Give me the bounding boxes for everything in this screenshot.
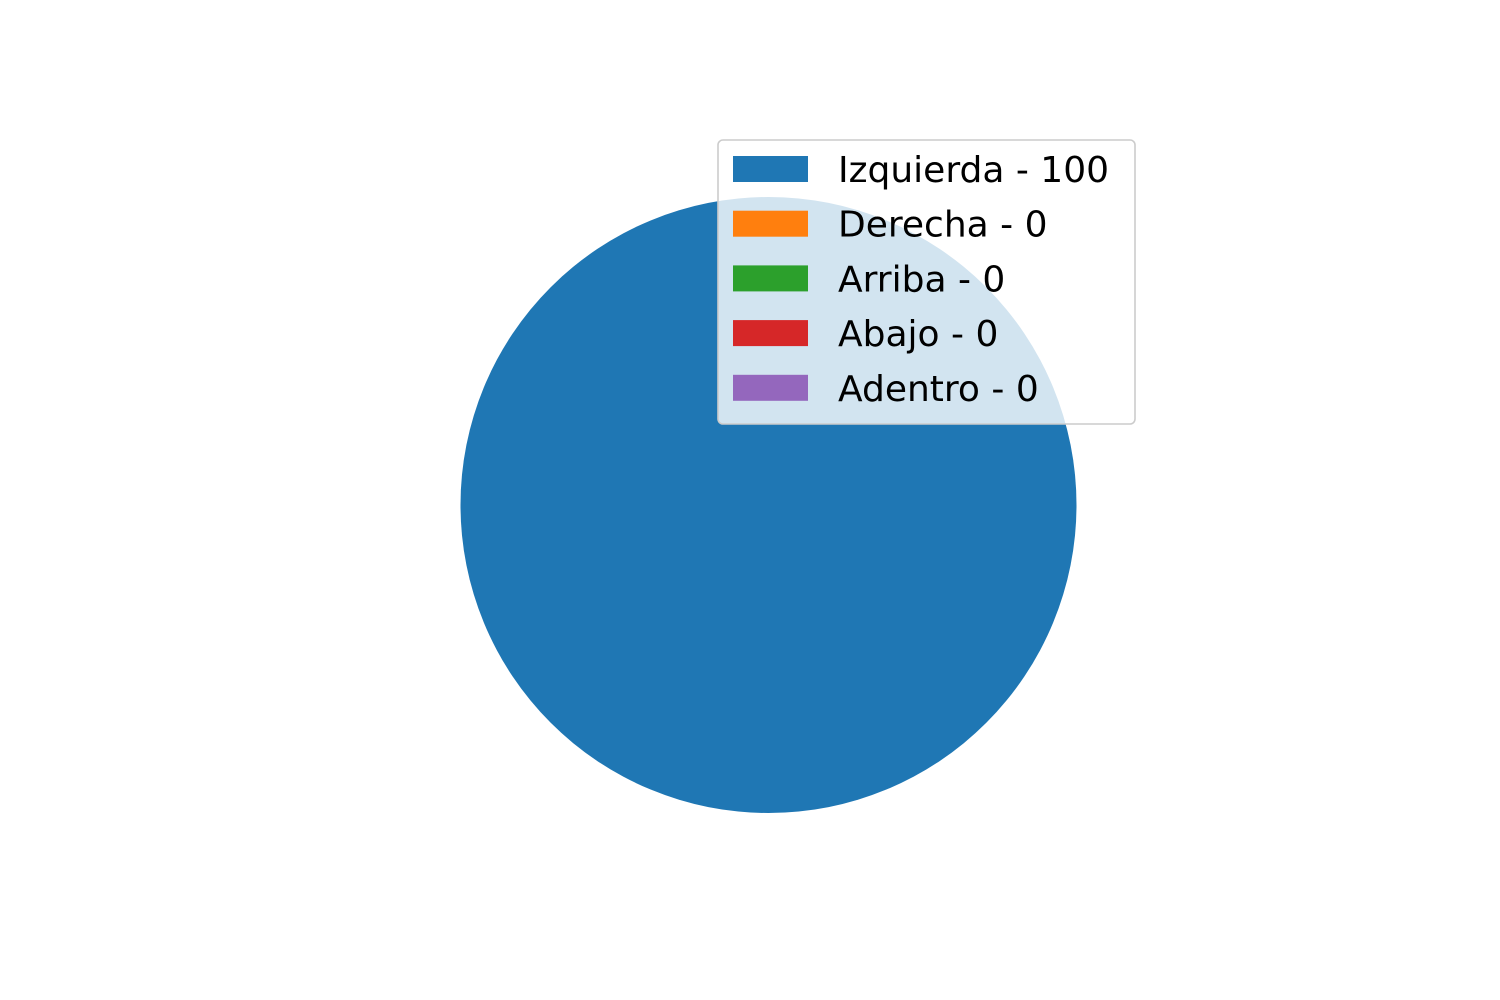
legend-swatch-derecha [733,210,808,237]
legend-items: Izquierda - 100 Derecha - 0 Arriba - 0 Abaj… [733,150,1109,410]
legend: Izquierda - 100 Derecha - 0 Arriba - 0 Abaj… [717,139,1136,425]
legend-label-abajo: Abajo - 0 [838,314,998,355]
legend-swatch-abajo [733,320,808,347]
legend-swatch-izquierda [733,156,808,182]
legend-label-adentro: Adentro - 0 [838,369,1039,410]
legend-label-arriba: Arriba - 0 [838,259,1005,300]
legend-label-izquierda: Izquierda - 100 [838,150,1109,191]
legend-label-derecha: Derecha - 0 [838,205,1047,246]
legend-frame [717,139,1136,425]
legend-swatch-arriba [733,265,808,292]
legend-swatch-adentro [733,374,808,401]
